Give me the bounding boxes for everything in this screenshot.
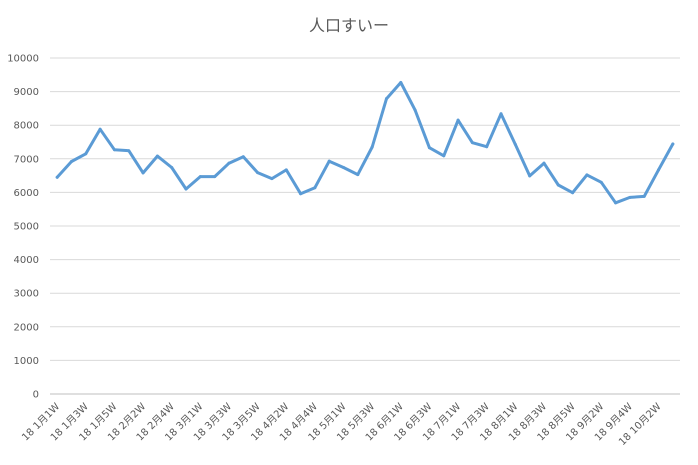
data-point: [127, 149, 131, 153]
data-point: [213, 175, 217, 179]
data-point: [499, 112, 503, 116]
data-point: [556, 183, 560, 187]
data-point: [642, 194, 646, 198]
y-tick-label: 6000: [14, 188, 39, 199]
data-point: [155, 154, 159, 158]
data-point: [384, 97, 388, 101]
series-line-0: [55, 81, 675, 205]
data-point: [270, 177, 274, 181]
data-point: [470, 141, 474, 145]
y-tick-label: 8000: [14, 121, 39, 132]
data-point: [427, 146, 431, 150]
data-point: [299, 192, 303, 196]
data-point: [671, 142, 675, 146]
data-point: [112, 148, 116, 152]
data-point: [227, 161, 231, 165]
data-point: [356, 173, 360, 177]
y-tick-label: 0: [33, 390, 39, 401]
data-point: [98, 127, 102, 131]
data-point: [456, 118, 460, 122]
data-point: [542, 161, 546, 165]
data-point: [342, 166, 346, 170]
y-tick-label: 5000: [14, 222, 39, 233]
y-tick-label: 2000: [14, 322, 39, 333]
data-point: [184, 187, 188, 191]
data-point: [284, 168, 288, 172]
series-group: [55, 81, 675, 205]
y-tick-label: 3000: [14, 289, 39, 300]
data-point: [170, 166, 174, 170]
data-point: [69, 159, 73, 163]
chart-title: 人口すいー: [309, 16, 389, 35]
y-tick-label: 10000: [7, 54, 39, 65]
data-point: [313, 186, 317, 190]
data-point: [513, 142, 517, 146]
data-point: [399, 81, 403, 85]
grid: [50, 57, 680, 395]
data-point: [599, 180, 603, 184]
y-tick-label: 1000: [14, 356, 39, 367]
data-point: [55, 175, 59, 179]
y-axis-ticks: 0 1000 2000 3000 4000 5000 6000 7000 8000 9000 100…: [7, 54, 39, 401]
y-tick-label: 7000: [14, 154, 39, 165]
data-point: [528, 174, 532, 178]
data-point: [614, 201, 618, 205]
y-tick-label: 4000: [14, 255, 39, 266]
data-point: [327, 159, 331, 163]
data-point: [442, 154, 446, 158]
data-point: [256, 171, 260, 175]
data-point: [657, 168, 661, 172]
data-point: [628, 195, 632, 199]
data-point: [198, 175, 202, 179]
data-point: [485, 145, 489, 149]
y-tick-label: 9000: [14, 87, 39, 98]
data-point: [84, 152, 88, 156]
data-point: [370, 145, 374, 149]
data-point: [571, 191, 575, 195]
data-point: [585, 173, 589, 177]
data-point: [241, 155, 245, 159]
data-point: [141, 171, 145, 175]
data-point: [413, 108, 417, 112]
